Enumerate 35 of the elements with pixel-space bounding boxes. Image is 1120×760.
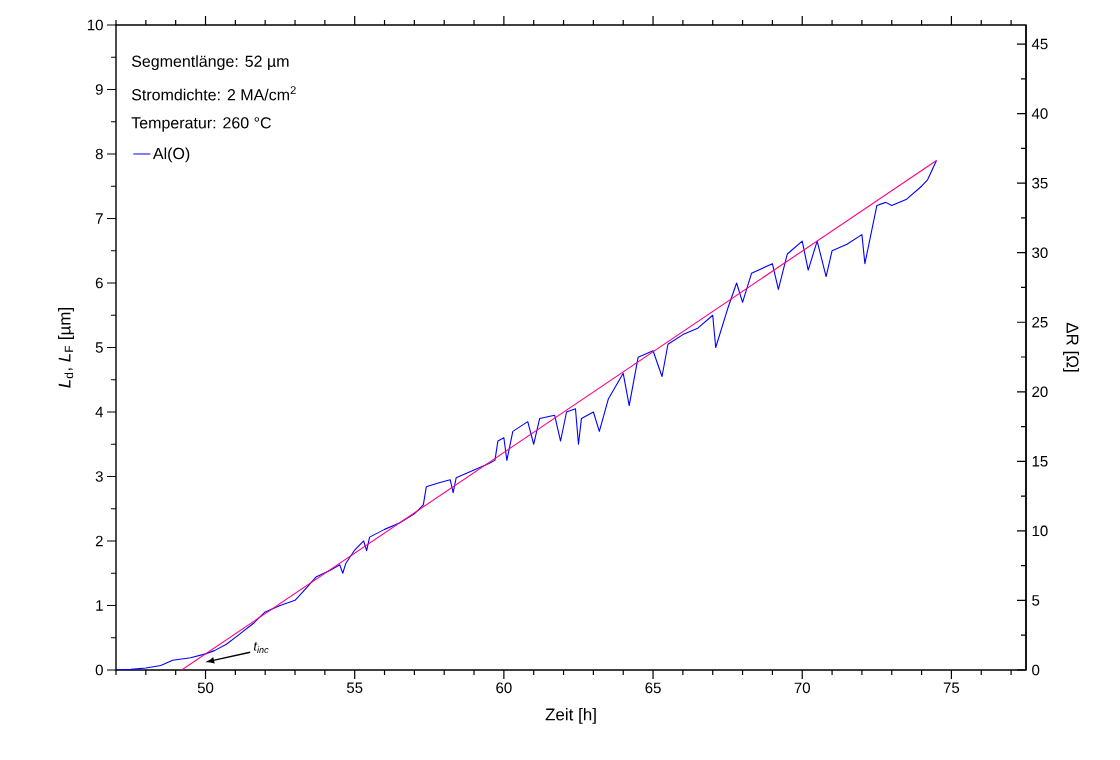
x-tick-label: 65 — [645, 682, 661, 694]
y2-tick-label: 15 — [1032, 456, 1048, 467]
y-tick-label: 3 — [95, 471, 103, 482]
y-tick-label: 7 — [95, 213, 103, 224]
y-tick-label: 1 — [96, 600, 103, 611]
y-axis-title: L$_{d}$, L$_{F}$ [µm] — [58, 308, 74, 388]
y2-tick-label: 10 — [1032, 525, 1048, 537]
legend-label: Al(O) — [152, 147, 190, 163]
y2-tick-label: 0 — [1032, 664, 1040, 676]
y2-axis-title: ΔR [Ω] — [1063, 322, 1079, 372]
x-axis-title: Zeit [h] — [545, 708, 596, 724]
y-tick-label: 4 — [95, 406, 104, 418]
y-tick-label: 9 — [95, 84, 103, 95]
y-tick-label: 5 — [95, 342, 103, 353]
y-tick-label: 2 — [95, 535, 103, 547]
annotation: Segmentlänge: 52 µm — [131, 55, 289, 71]
x-tick-label: 75 — [943, 682, 960, 693]
annotation: Temperatur: 260 °C — [131, 117, 271, 132]
y-tick-label: 8 — [95, 148, 103, 160]
y2-tick-label: 20 — [1032, 386, 1048, 398]
annotation: Stromdichte: 2 MA/cm$^{2}$ — [131, 86, 296, 101]
y2-tick-label: 30 — [1032, 247, 1048, 258]
y2-tick-label: 5 — [1032, 595, 1040, 606]
y2-tick-label: 25 — [1032, 316, 1048, 328]
y2-tick-label: 40 — [1031, 108, 1048, 119]
y-tick-label: 10 — [87, 19, 103, 31]
y2-tick-label: 35 — [1032, 177, 1048, 189]
x-tick-label: 50 — [197, 682, 214, 694]
x-tick-label: 70 — [794, 682, 810, 694]
x-tick-label: 60 — [496, 682, 512, 694]
annotation: t$_{inc}$ — [253, 642, 269, 654]
y-tick-label: 6 — [95, 277, 103, 289]
y2-tick-label: 45 — [1031, 38, 1048, 50]
x-tick-label: 55 — [346, 682, 363, 693]
y-tick-label: 0 — [95, 664, 103, 676]
